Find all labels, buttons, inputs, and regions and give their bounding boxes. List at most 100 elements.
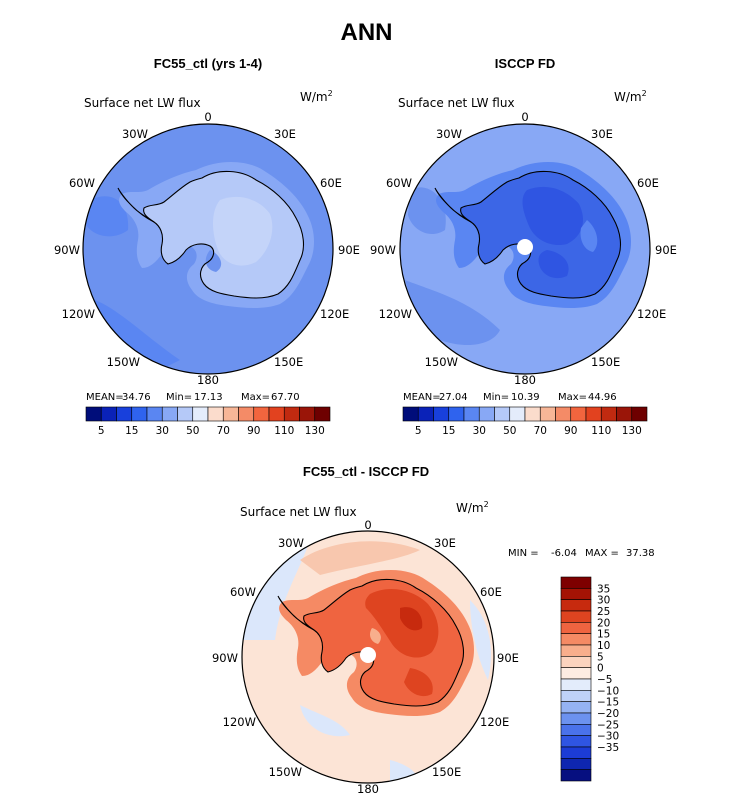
figure-title: ANN — [341, 19, 393, 46]
panel-obs: ISCCP FD Surface net LW flux W/m2 0 30E … — [370, 56, 677, 437]
lon-label-90e: 90E — [655, 243, 677, 257]
colorbar-tick-label: 70 — [217, 425, 230, 437]
colorbar-tick-label: −35 — [597, 742, 619, 754]
colorbar-tick-label: −25 — [597, 719, 619, 731]
lon-label-30e: 30E — [434, 536, 456, 550]
stat-min-label: Min= — [166, 392, 192, 403]
lon-label-150w: 150W — [269, 765, 302, 779]
darker-ocean-patch — [86, 196, 129, 237]
colorbar-swatch — [560, 712, 592, 725]
colorbar-swatch — [560, 588, 592, 600]
colorbar-swatch — [560, 644, 592, 657]
colorbar-swatch — [631, 406, 648, 422]
longitude-labels: 0 30E 60E 90E 120E 150E 180 150W 120W 90… — [54, 110, 360, 387]
panel-title: FC55_ctl - ISCCP FD — [303, 464, 429, 479]
blue-ocean-patch — [242, 540, 310, 640]
colorbar-tick-label: 15 — [125, 425, 138, 437]
colorbar-tick-label: 20 — [597, 617, 610, 629]
colorbar-swatch — [207, 406, 224, 422]
lon-label-60e: 60E — [320, 176, 342, 190]
lon-label-120e: 120E — [480, 715, 509, 729]
colorbar-tick-label: −10 — [597, 685, 619, 697]
lon-label-90e: 90E — [497, 651, 519, 665]
units-label: W/m2 — [300, 89, 333, 104]
antarctic-field — [117, 161, 315, 308]
lon-label-60e: 60E — [637, 176, 659, 190]
colorbar-obs: 5 15 30 50 70 90 110 130 — [402, 406, 648, 437]
lon-label-180: 180 — [197, 373, 219, 387]
colorbar-tick-label: −30 — [597, 731, 619, 743]
colorbar-swatch — [314, 406, 331, 422]
stats-line: MEAN= 34.76 Min= 17.13 Max= 67.70 — [86, 392, 300, 403]
lon-label-150e: 150E — [432, 765, 461, 779]
colorbar-swatch — [238, 406, 255, 422]
colorbar-tick-label: −15 — [597, 697, 619, 709]
panel-diff: FC55_ctl - ISCCP FD Surface net LW flux … — [212, 464, 655, 796]
colorbar-tick-label: 110 — [274, 425, 294, 437]
lon-label-30e: 30E — [591, 127, 613, 141]
colorbar-tick-label: −20 — [597, 708, 619, 720]
colorbar-swatch — [478, 406, 495, 422]
colorbar-tick-label: 0 — [597, 663, 604, 675]
colorbar-swatch — [560, 656, 592, 668]
colorbar-tick-label: 50 — [503, 425, 516, 437]
colorbar-swatch — [560, 667, 592, 680]
colorbar-swatch — [192, 406, 209, 422]
colorbar-tick-label: 30 — [597, 595, 610, 607]
colorbar-swatch — [509, 406, 526, 422]
colorbar-swatch — [560, 610, 592, 623]
colorbar-swatch — [222, 406, 239, 422]
stat-min-value: 10.39 — [511, 392, 540, 403]
colorbar-swatch — [560, 678, 592, 691]
lon-label-30w: 30W — [122, 127, 148, 141]
lon-label-0: 0 — [364, 518, 371, 532]
lon-label-90w: 90W — [370, 243, 396, 257]
stat-max-label: Max= — [558, 392, 587, 403]
colorbar-swatch — [616, 406, 633, 422]
blue-ocean-patch — [470, 600, 491, 680]
colorbar-swatch — [299, 406, 316, 422]
stat-min-value: -6.04 — [551, 548, 577, 559]
colorbar-swatch — [560, 633, 592, 646]
lon-label-60w: 60W — [230, 585, 256, 599]
stats-line: MIN = -6.04 MAX = 37.38 — [508, 548, 655, 559]
variable-label: Surface net LW flux — [84, 96, 201, 110]
colorbar-swatch — [560, 758, 592, 770]
pole-hole — [517, 239, 533, 255]
colorbar-swatch — [560, 769, 592, 782]
colorbar-swatch — [433, 406, 450, 422]
stat-mean-label: MEAN= — [403, 392, 441, 403]
lon-label-60w: 60W — [69, 176, 95, 190]
lon-label-120e: 120E — [320, 307, 349, 321]
lon-label-120e: 120E — [637, 307, 666, 321]
panel-title: ISCCP FD — [495, 56, 555, 71]
lon-label-90e: 90E — [338, 243, 360, 257]
colorbar-swatch — [268, 406, 285, 422]
lon-label-150e: 150E — [591, 355, 620, 369]
colorbar-tick-label: 5 — [415, 425, 422, 437]
colorbar-tick-label: 35 — [597, 583, 610, 595]
colorbar-swatch — [283, 406, 300, 422]
lon-label-30w: 30W — [278, 536, 304, 550]
colorbar-tick-label: 25 — [597, 606, 610, 618]
colorbar-tick-label: 130 — [622, 425, 642, 437]
colorbar-swatch — [85, 406, 102, 422]
pole-hole — [360, 647, 376, 663]
colorbar-tick-label: 90 — [247, 425, 260, 437]
longitude-labels: 0 30E 60E 90E 120E 150E 180 150W 120W 90… — [370, 110, 677, 387]
colorbar-swatch — [524, 406, 541, 422]
panel-title: FC55_ctl (yrs 1-4) — [154, 56, 262, 71]
colorbar-swatch — [560, 599, 592, 612]
pink-ocean-patch — [300, 541, 420, 575]
colorbar-tick-label: 10 — [597, 640, 610, 652]
colorbar-tick-label: 15 — [597, 629, 610, 641]
colorbar-tick-label: 15 — [442, 425, 455, 437]
colorbar-tick-label: 50 — [186, 425, 199, 437]
colorbar-swatch — [494, 406, 511, 422]
colorbar-swatch — [560, 622, 592, 634]
lon-label-120w: 120W — [379, 307, 412, 321]
map-border — [82, 123, 334, 375]
colorbar-swatch — [100, 406, 117, 422]
stat-mean-value: 27.04 — [439, 392, 468, 403]
